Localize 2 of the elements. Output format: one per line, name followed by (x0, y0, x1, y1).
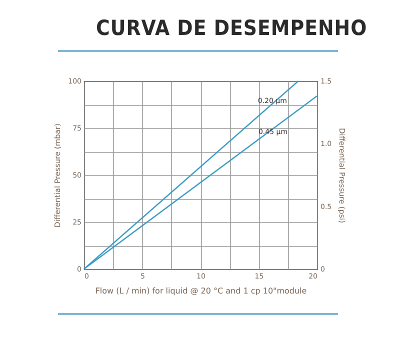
chart-title: CURVA DE DESEMPENHO (96, 16, 368, 40)
x-axis-title: Flow (L / min) for liquid @ 20 °C and 1 cp 10"module (95, 286, 307, 296)
